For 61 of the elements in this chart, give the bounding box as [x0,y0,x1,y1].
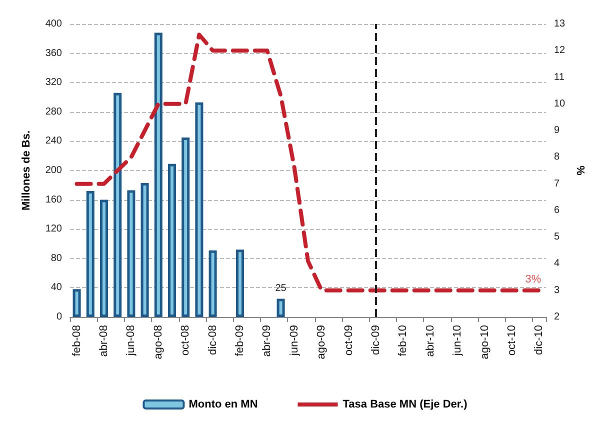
x-tick-label: ago-08 [152,325,164,360]
x-tick-label: abr-10 [424,325,436,357]
bar [72,289,81,317]
x-tick-label: abr-09 [261,325,274,357]
annotation: 3% [525,273,542,286]
x-tick-label: dic-09 [370,325,382,355]
x-tick-label: jun-09 [288,325,300,357]
y-tick-label: 80 [50,252,62,264]
y-axis-title: Millones de Bs. [20,130,32,211]
y2-tick-label: 2 [554,312,560,322]
y2-tick-label: 6 [554,204,560,216]
bar [236,250,244,317]
y2-tick-label: 4 [554,258,560,270]
x-tick-label: jun-08 [125,325,138,357]
y-tick-label: 320 [45,77,62,88]
x-tick-label: abr-08 [98,325,110,357]
bar [195,102,204,317]
x-tick-label: feb-09 [234,325,246,356]
legend-label: Monto en MN [188,398,258,410]
legend-label: Tasa Base MN (Eje Der.) [342,398,468,410]
y2-axis-title: % [576,165,588,176]
bar [100,200,108,317]
x-tick-label: feb-10 [397,325,410,356]
y2-tick-label: 12 [554,45,566,56]
y2-tick-label: 9 [554,125,560,136]
x-tick-label: ago-09 [316,325,328,360]
y-tick-label: 40 [50,282,62,294]
y-tick-label: 200 [45,165,62,176]
data-label: 25 [275,283,287,294]
bar [114,92,122,317]
x-tick-label: feb-08 [70,325,83,356]
y2-tick-label: 3 [554,284,560,296]
bar [168,164,176,317]
x-tick-label: dic-10 [533,325,546,355]
x-tick-label: oct-09 [342,325,355,356]
y2-tick-label: 7 [554,178,560,190]
y-tick-label: 120 [45,224,62,235]
y-tick-label: 0 [56,312,62,322]
x-tick-label: oct-08 [180,325,192,356]
line-series [74,32,542,292]
y-tick-label: 280 [45,106,62,118]
y2-tick-label: 11 [554,72,565,83]
y2-tick-label: 8 [554,152,560,163]
bar [154,32,162,317]
y2-tick-label: 13 [554,18,566,30]
y-tick-label: 400 [45,18,62,30]
y-tick-label: 240 [45,136,62,147]
x-tick-label: ago-10 [478,325,491,360]
x-tick-label: jun-10 [452,325,464,357]
bar [208,250,217,317]
bar [127,190,136,317]
bar [140,182,149,317]
x-tick-label: dic-08 [206,325,219,355]
bar [86,191,94,317]
bar [182,138,190,317]
y-tick-label: 160 [45,194,62,206]
bar [276,298,285,317]
y-tick-label: 360 [45,48,62,59]
x-tick-label: oct-10 [506,325,518,356]
y2-tick-label: 5 [554,232,560,243]
y2-tick-label: 10 [554,98,566,110]
